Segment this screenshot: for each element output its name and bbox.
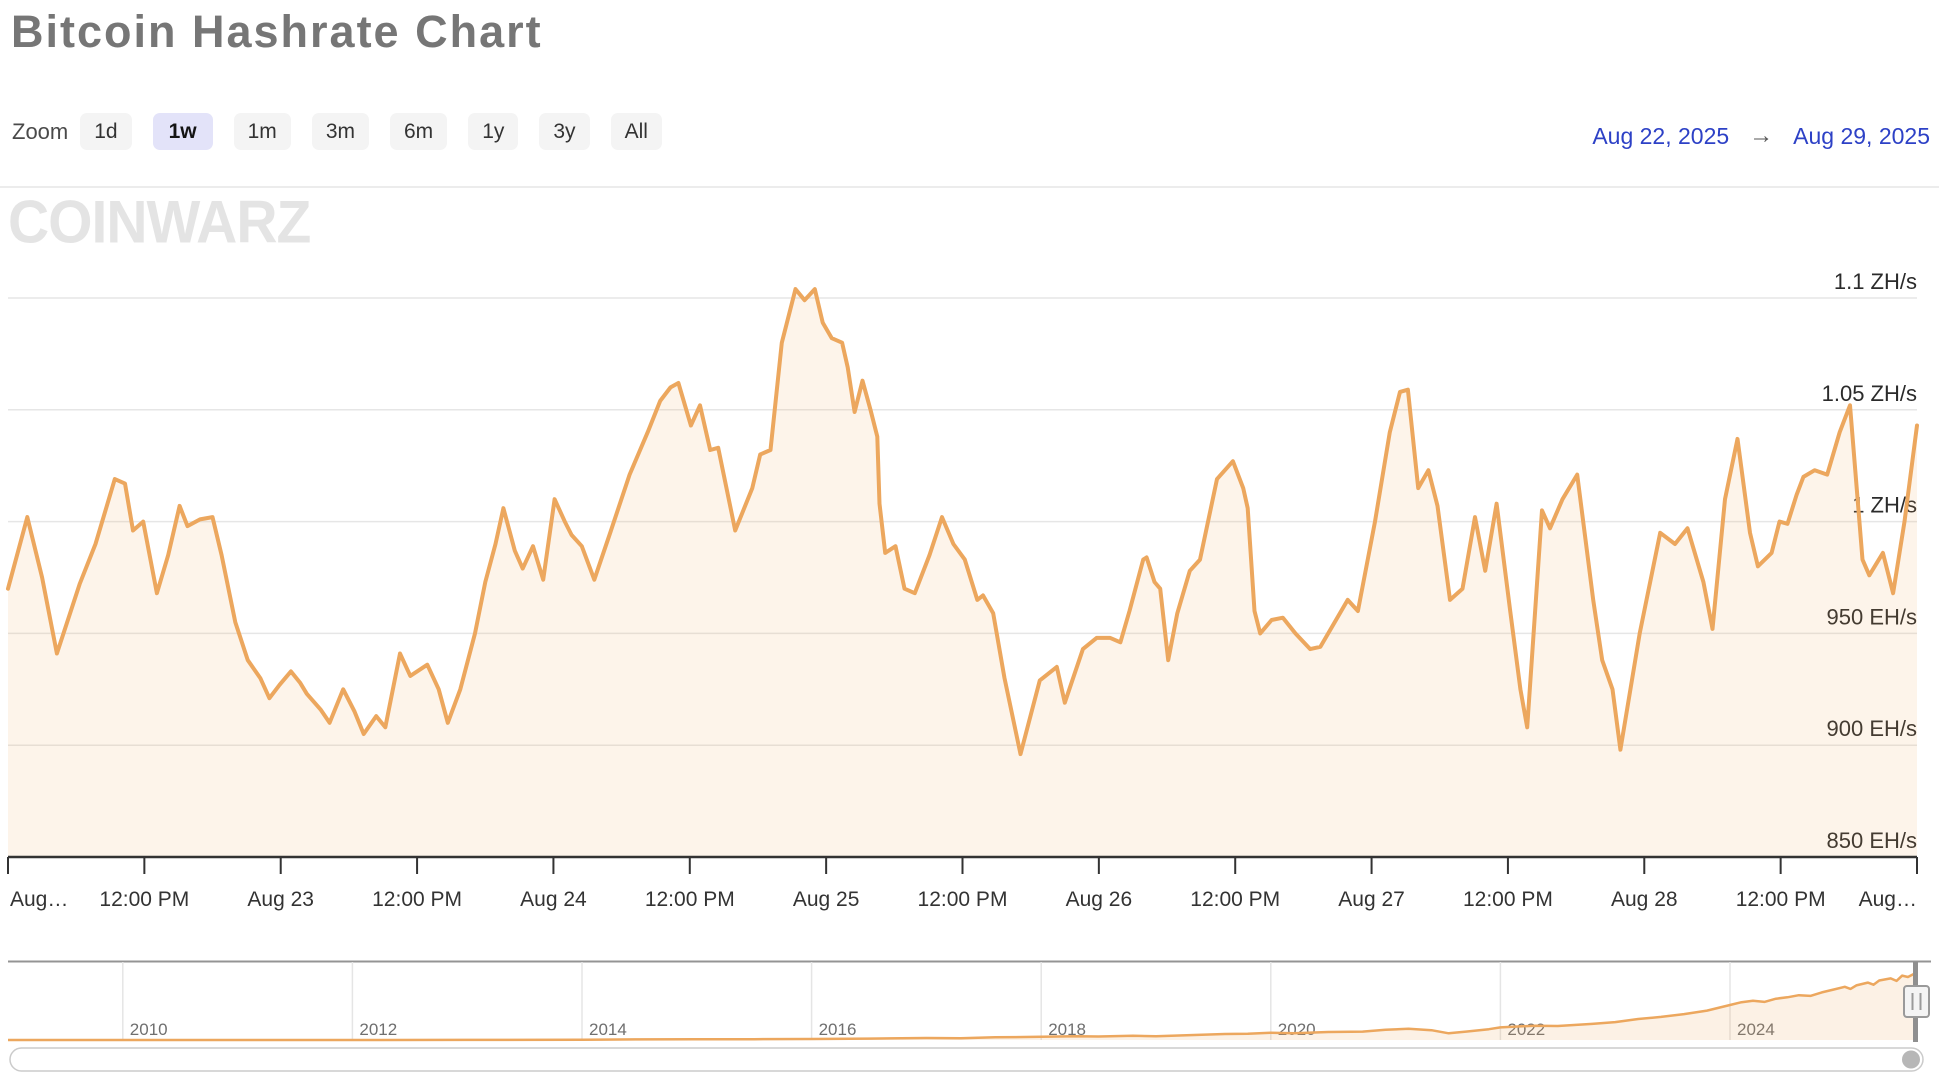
x-axis-label: Aug 23 [247, 888, 314, 911]
navigator-year-label: 2024 [1737, 1020, 1775, 1039]
zoom-toolbar: Zoom 1d 1w 1m 3m 6m 1y 3y All [12, 113, 662, 150]
page-title: Bitcoin Hashrate Chart [11, 6, 543, 57]
y-axis-label: 1.05 ZH/s [1822, 381, 1917, 406]
x-axis-label: Aug 25 [793, 888, 860, 911]
plot-area[interactable] [8, 192, 1917, 857]
x-axis-labels: Aug… 12:00 PM Aug 23 12:00 PM Aug 24 12:00 PM… [10, 888, 1917, 911]
navigator-year-label: 2016 [819, 1020, 857, 1039]
zoom-button-1m[interactable]: 1m [233, 113, 291, 150]
x-axis-label: Aug 26 [1066, 888, 1133, 911]
x-axis-label: Aug 24 [520, 888, 587, 911]
date-from[interactable]: Aug 22, 2025 [1592, 122, 1730, 149]
zoom-buttons: 1d 1w 1m 3m 6m 1y 3y All [80, 113, 662, 150]
hashrate-series-area [8, 289, 1917, 858]
zoom-button-3m[interactable]: 3m [311, 113, 369, 150]
x-axis-label: 12:00 PM [1190, 888, 1280, 911]
y-axis-label: 900 EH/s [1827, 716, 1918, 741]
zoom-button-6m[interactable]: 6m [390, 113, 448, 150]
scrollbar-track[interactable] [9, 1047, 1924, 1072]
x-axis-label: 12:00 PM [1463, 888, 1553, 911]
date-range: Aug 22, 2025 → Aug 29, 2025 [1592, 122, 1930, 150]
x-axis-label: 12:00 PM [918, 888, 1008, 911]
zoom-button-1d[interactable]: 1d [80, 113, 132, 150]
y-axis-label: 850 EH/s [1827, 828, 1918, 853]
date-to[interactable]: Aug 29, 2025 [1793, 122, 1930, 149]
navigator-series-line [8, 972, 1916, 1042]
navigator-year-label: 2014 [589, 1020, 627, 1039]
navigator-year-label: 2018 [1048, 1020, 1086, 1039]
hashrate-series-line [6, 287, 1919, 757]
arrow-right-icon: → [1749, 122, 1774, 149]
x-axis-ticks [7, 857, 1918, 874]
y-axis-labels: 1.1 ZH/s1.05 ZH/s1 ZH/s950 EH/s900 EH/s8… [1822, 269, 1917, 853]
zoom-label: Zoom [12, 118, 69, 144]
navigator-year-label: 2012 [359, 1020, 397, 1039]
zoom-button-1y[interactable]: 1y [468, 113, 519, 150]
y-axis-label: 1.1 ZH/s [1834, 269, 1917, 294]
zoom-button-all[interactable]: All [610, 113, 662, 150]
x-axis-label: Aug 27 [1338, 888, 1405, 911]
scrollbar-thumb[interactable] [1902, 1050, 1920, 1069]
zoom-button-1w[interactable]: 1w [152, 113, 213, 150]
x-axis-label: 12:00 PM [372, 888, 462, 911]
navigator-series-area [8, 973, 1915, 1040]
x-axis-label: Aug… [1859, 888, 1917, 911]
x-axis-label: Aug… [10, 888, 68, 911]
x-axis-label: 12:00 PM [99, 888, 189, 911]
x-axis-label: Aug 28 [1611, 888, 1678, 911]
navigator-year-label: 2010 [130, 1020, 168, 1039]
y-axis-label: 950 EH/s [1827, 604, 1918, 629]
navigator-handle[interactable] [1903, 985, 1930, 1018]
coinwarz-watermark: COINWARZ [8, 188, 311, 257]
zoom-button-3y[interactable]: 3y [539, 113, 590, 150]
navigator-year-labels: 20102012201420162018202020222024 [130, 1020, 1775, 1039]
x-axis-label: 12:00 PM [645, 888, 735, 911]
x-axis-label: 12:00 PM [1736, 888, 1826, 911]
